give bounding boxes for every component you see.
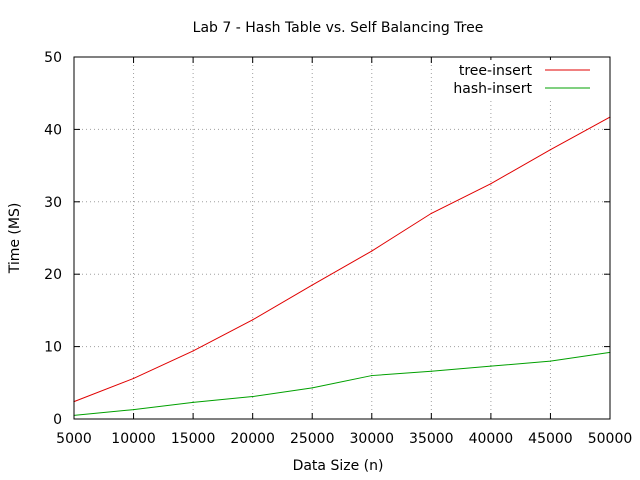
data-point	[311, 387, 313, 389]
x-tick-label: 45000	[528, 431, 573, 447]
y-tick-label: 40	[44, 122, 62, 138]
y-tick-label: 30	[44, 195, 62, 211]
x-tick-label: 35000	[409, 431, 454, 447]
gridlines	[74, 57, 610, 419]
y-tick-label: 0	[53, 412, 62, 428]
x-tick-label: 10000	[111, 431, 156, 447]
plot-border	[73, 56, 611, 420]
x-tick-label: 40000	[469, 431, 514, 447]
y-axis-label: Time (MS)	[7, 203, 23, 275]
data-point	[371, 374, 373, 377]
y-tick-label: 20	[44, 267, 62, 283]
x-tick-label: 15000	[171, 431, 216, 447]
legend-label: hash-insert	[453, 81, 532, 97]
data-point	[549, 149, 552, 151]
series-line-hash-insert	[73, 351, 611, 416]
data-point	[192, 401, 194, 403]
data-point	[132, 377, 135, 380]
data-point	[252, 395, 254, 398]
data-point	[430, 370, 432, 372]
data-point	[311, 284, 313, 286]
data-point	[132, 408, 135, 411]
x-axis-label: Data Size (n)	[293, 458, 384, 474]
data-point	[549, 360, 552, 362]
data-point	[490, 183, 492, 185]
chart-title: Lab 7 - Hash Table vs. Self Balancing Tr…	[193, 20, 484, 36]
axis-ticks: 5000 10000 15000 20000 25000 30000 35000 40000 4…	[44, 50, 632, 447]
legend-background	[446, 60, 606, 100]
data-point	[192, 350, 194, 352]
x-tick-label: 30000	[350, 431, 395, 447]
series-lines	[73, 116, 611, 416]
data-point	[490, 365, 492, 367]
x-tick-label: 20000	[230, 431, 275, 447]
x-tick-label: 50000	[588, 431, 633, 447]
data-point	[252, 319, 254, 321]
data-point	[371, 250, 373, 252]
y-tick-label: 50	[44, 50, 62, 66]
x-tick-label: 5000	[56, 431, 92, 447]
series-line-tree-insert	[73, 116, 611, 403]
y-tick-label: 10	[44, 340, 62, 356]
legend: tree-insert hash-insert	[446, 60, 606, 100]
legend-label: tree-insert	[459, 63, 533, 79]
data-point	[430, 212, 432, 214]
x-tick-label: 25000	[290, 431, 335, 447]
